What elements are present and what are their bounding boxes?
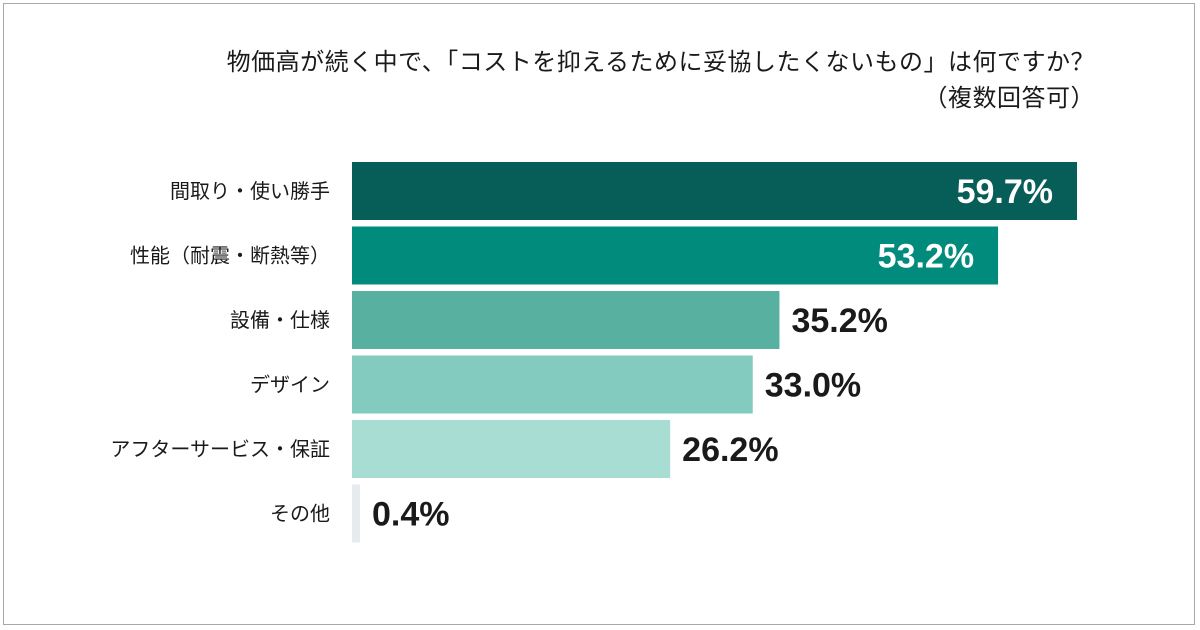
bar-2 (352, 226, 999, 285)
category-label-3: 設備・仕様 (230, 308, 330, 332)
value-label-5: 26.2% (682, 431, 778, 469)
bar-1 (352, 162, 1077, 220)
category-label-2: 性能（耐震・断熱等） (130, 244, 330, 268)
chart-frame (3, 3, 1195, 625)
bar-5 (352, 420, 671, 478)
value-label-2: 53.2% (878, 238, 974, 276)
bar-3 (352, 291, 780, 349)
value-label-3: 35.2% (791, 302, 887, 340)
value-label-4: 33.0% (765, 367, 861, 405)
value-label-1: 59.7% (957, 173, 1053, 211)
chart-subtitle: （複数回答可） (923, 84, 1095, 112)
category-label-5: アフターサービス・保証 (110, 437, 330, 461)
category-label-4: デザイン (250, 373, 330, 397)
value-label-6: 0.4% (372, 496, 450, 534)
chart-title: 物価高が続く中で、「コストを抑えるために妥協したくないもの」は何ですか？ (226, 48, 1095, 76)
bar-4 (352, 355, 753, 414)
bar-6 (352, 484, 360, 543)
category-label-1: 間取り・使い勝手 (170, 179, 330, 203)
category-label-6: その他 (270, 502, 330, 526)
